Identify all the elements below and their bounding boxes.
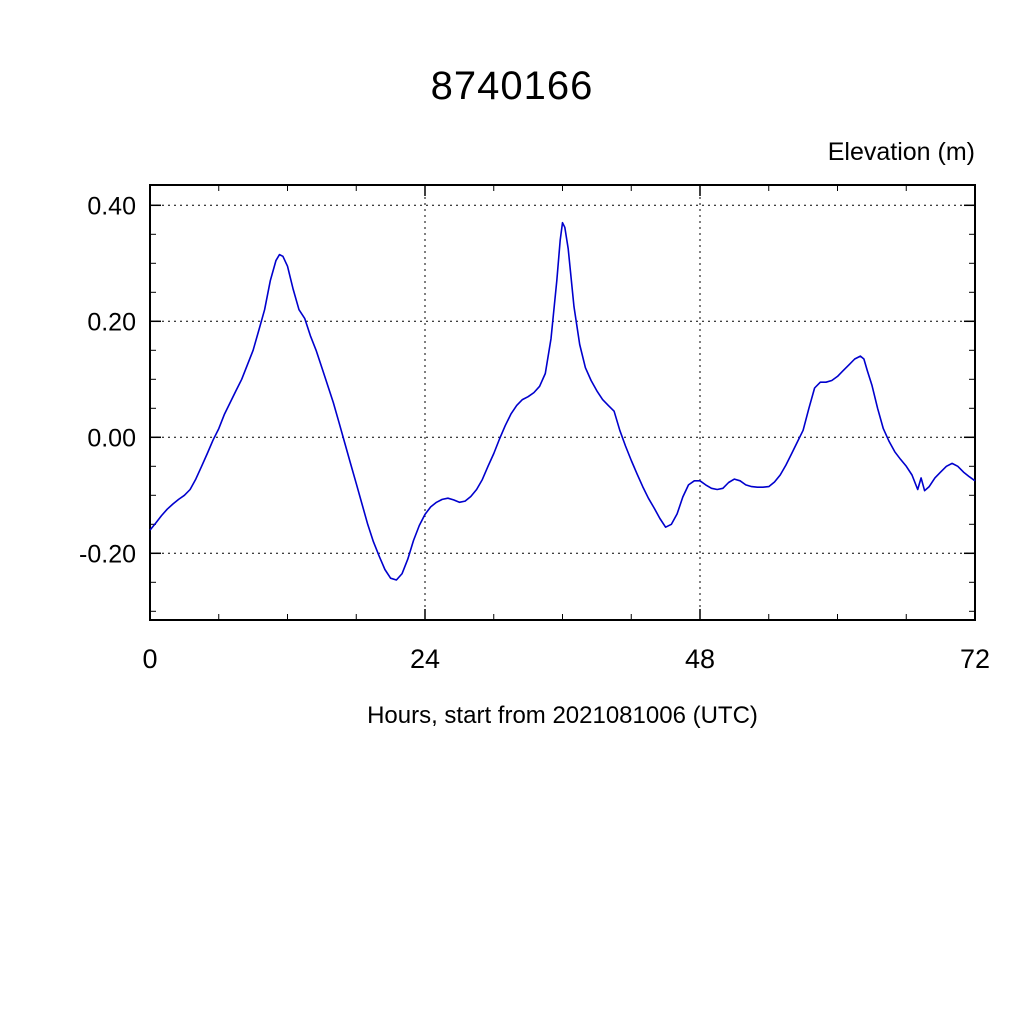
y-tick-label: 0.20 xyxy=(87,308,136,336)
plot-frame xyxy=(149,184,976,621)
chart-title: 8740166 xyxy=(430,64,594,108)
x-tick-label: 0 xyxy=(142,644,157,674)
y-tick-label: 0.00 xyxy=(87,424,136,452)
series-elevation xyxy=(149,221,976,581)
y-tick-label: 0.40 xyxy=(87,192,136,220)
x-tick-label: 24 xyxy=(410,644,440,674)
y-axis-title: Elevation (m) xyxy=(827,138,975,166)
y-tick-label: -0.20 xyxy=(79,540,136,568)
x-tick-label: 48 xyxy=(685,644,715,674)
x-tick-label: 72 xyxy=(960,644,990,674)
x-axis-title: Hours, start from 2021081006 (UTC) xyxy=(367,702,758,729)
